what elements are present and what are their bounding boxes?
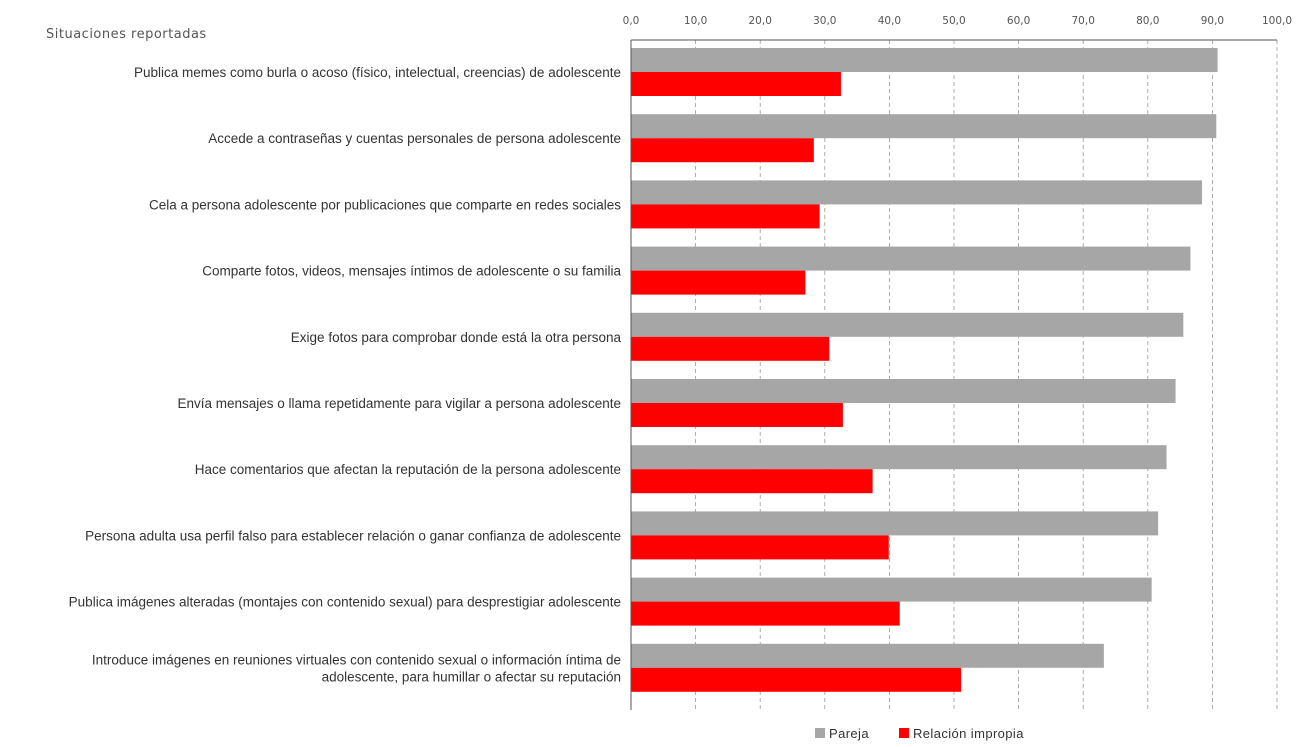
category-label: Publica imágenes alteradas (montajes con… [69, 595, 621, 610]
category-label: Introduce imágenes en reuniones virtuale… [92, 652, 621, 667]
bar-relacion-impropia [631, 72, 841, 96]
bar-pareja [631, 445, 1167, 470]
bar-pareja [631, 577, 1152, 602]
x-tick-label: 40,0 [878, 15, 901, 27]
bar-relacion-impropia [631, 336, 830, 361]
category-label: Persona adulta usa perfil falso para est… [85, 528, 621, 543]
x-tick-label: 10,0 [684, 15, 707, 27]
bar-relacion-impropia [631, 535, 889, 560]
x-tick-label: 20,0 [749, 15, 772, 27]
bar-relacion-impropia [631, 270, 806, 295]
bar-relacion-impropia [631, 601, 900, 626]
bar-pareja [631, 246, 1191, 271]
x-tick-label: 100,0 [1262, 15, 1292, 27]
category-label: Publica memes como burla o acoso (físico… [134, 65, 621, 80]
category-label: Exige fotos para comprobar donde está la… [291, 330, 622, 345]
bar-pareja [631, 379, 1176, 403]
category-label: adolescente, para humillar o afectar su … [322, 669, 621, 684]
bar-pareja [631, 511, 1159, 536]
bar-relacion-impropia [631, 667, 962, 692]
bar-pareja [631, 114, 1217, 139]
x-tick-label: 70,0 [1072, 15, 1095, 27]
bar-pareja [631, 48, 1218, 72]
bar-relacion-impropia [631, 204, 820, 229]
bar-relacion-impropia [631, 138, 814, 163]
category-label: Accede a contraseñas y cuentas personale… [208, 131, 621, 146]
legend-label: Relación impropia [913, 726, 1024, 741]
bar-pareja [631, 312, 1184, 337]
x-tick-label: 50,0 [942, 15, 965, 27]
legend-swatch [815, 728, 825, 738]
category-label: Comparte fotos, videos, mensajes íntimos… [202, 264, 621, 279]
bar-pareja [631, 180, 1203, 205]
bar-relacion-impropia [631, 403, 843, 427]
category-label: Cela a persona adolescente por publicaci… [149, 197, 621, 212]
bar-group [631, 48, 1218, 692]
x-tick-label: 60,0 [1007, 15, 1030, 27]
x-tick-label: 30,0 [813, 15, 836, 27]
legend: Pareja Relación impropia [815, 726, 1024, 741]
legend-swatch [899, 728, 909, 738]
category-label: Hace comentarios que afectan la reputaci… [195, 462, 621, 477]
bar-relacion-impropia [631, 469, 873, 494]
x-tick-label: 80,0 [1136, 15, 1159, 27]
category-labels: Publica memes como burla o acoso (físico… [69, 65, 622, 684]
x-tick-label: 0,0 [623, 15, 640, 27]
bar-pareja [631, 643, 1104, 668]
x-tick-label: 90,0 [1201, 15, 1224, 27]
category-label: Envía mensajes o llama repetidamente par… [177, 396, 621, 411]
x-axis-ticks: 0,0 10,0 20,0 30,0 40,0 50,0 60,0 70,0 80,0 90,0 1… [623, 15, 1292, 41]
chart-title: Situaciones reportadas [46, 27, 207, 42]
legend-label: Pareja [829, 726, 869, 741]
